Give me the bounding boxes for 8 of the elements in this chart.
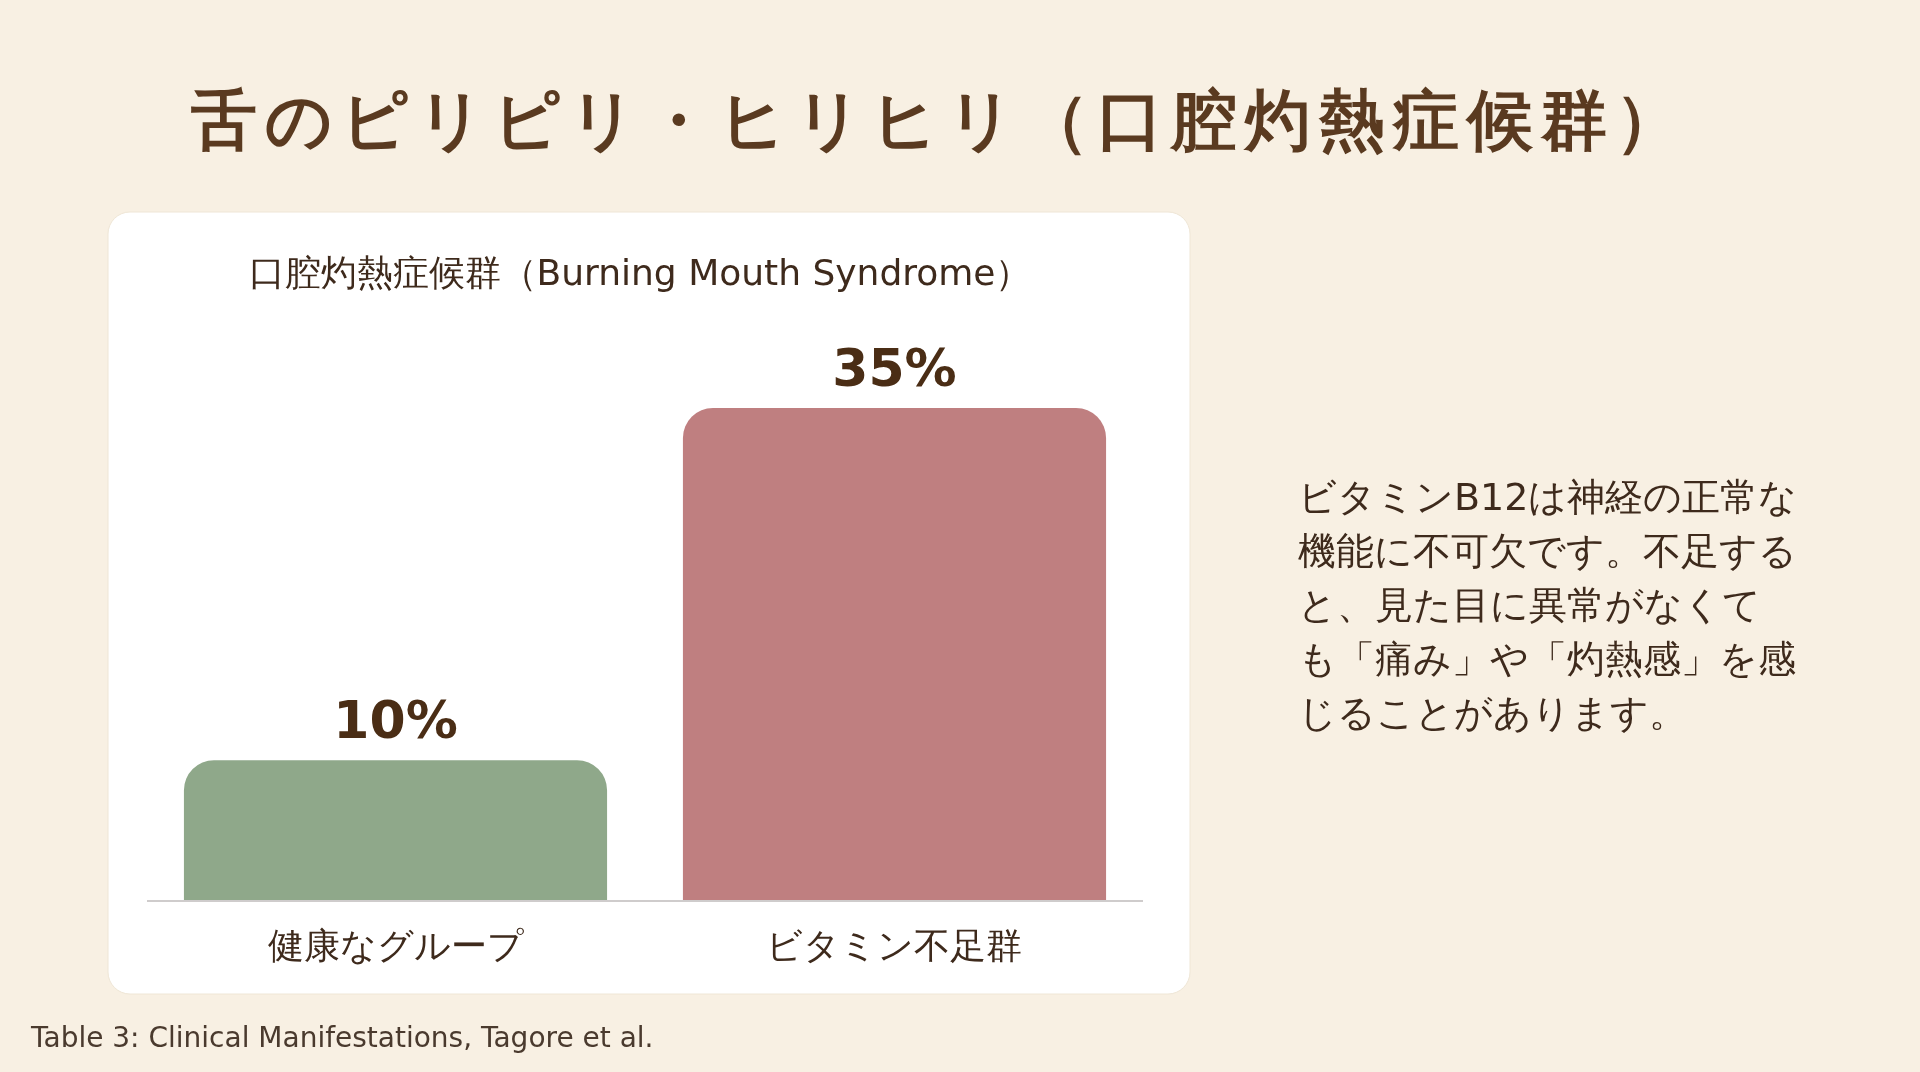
- x-tick-label: 健康なグループ: [267, 925, 524, 966]
- chart-title: 舌のピリピリ・ヒリヒリ（口腔灼熱症候群）: [190, 81, 1689, 159]
- x-tick-label: ビタミン不足群: [766, 925, 1023, 966]
- data-label: 10%: [333, 690, 458, 751]
- data-label: 35%: [832, 338, 957, 398]
- text: ビタミンB12は神経の正常な機能に不可欠です。不足すると、見た目に異常がなくても「痛み」や「灼熱感」を感じることがあります。: [1298, 475, 1798, 735]
- caption: Table 3: Clinical Manifestations, Tagore et al.: [30, 1021, 654, 1054]
- chart-subtitle: 口腔灼熱症候群（Burning Mouth Syndrome）: [248, 252, 1032, 293]
